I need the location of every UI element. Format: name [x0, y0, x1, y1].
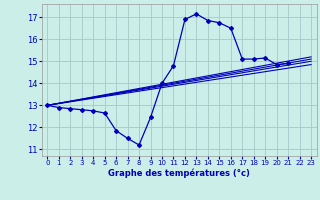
- X-axis label: Graphe des températures (°c): Graphe des températures (°c): [108, 169, 250, 178]
